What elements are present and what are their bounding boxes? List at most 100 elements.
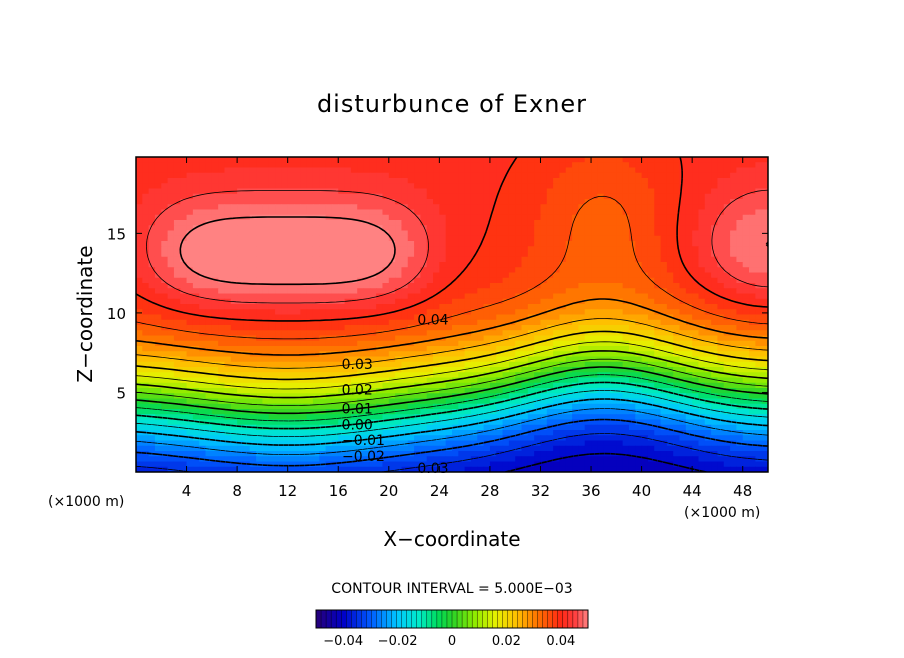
heatmap-cell [136, 403, 143, 410]
heatmap-cell [167, 193, 175, 200]
heatmap-cell [275, 267, 282, 274]
heatmap-cell [559, 277, 567, 284]
heatmap-cell [167, 393, 175, 400]
heatmap-cell [268, 356, 276, 363]
heatmap-cell [186, 277, 194, 284]
heatmap-cell [717, 204, 725, 211]
heatmap-cell [452, 272, 459, 279]
heatmap-cell [508, 172, 516, 179]
heatmap-cell [755, 220, 763, 226]
heatmap-cell [452, 220, 459, 226]
heatmap-cell [502, 325, 510, 331]
heatmap-cell [616, 367, 624, 373]
heatmap-cell [382, 340, 390, 347]
heatmap-cell [363, 403, 371, 410]
heatmap-cell [572, 183, 579, 190]
heatmap-cell [521, 172, 529, 179]
heatmap-cell [749, 309, 756, 316]
heatmap-cell [502, 351, 510, 358]
heatmap-cell [540, 288, 548, 295]
heatmap-cell [515, 188, 523, 195]
heatmap-cell [685, 172, 693, 179]
heatmap-cell [192, 330, 200, 337]
heatmap-cell [237, 393, 245, 400]
heatmap-cell [256, 188, 263, 195]
heatmap-cell [679, 346, 687, 352]
heatmap-cell [603, 230, 611, 237]
heatmap-cell [420, 225, 428, 232]
heatmap-cell [584, 262, 592, 268]
heatmap-cell [470, 356, 478, 363]
heatmap-cell [540, 335, 548, 342]
heatmap-cell [294, 230, 301, 237]
heatmap-cell [477, 414, 485, 421]
heatmap-cell [755, 178, 763, 184]
heatmap-cell [591, 199, 598, 205]
heatmap-cell [199, 325, 207, 331]
heatmap-cell [458, 246, 466, 253]
heatmap-cell [534, 314, 542, 321]
heatmap-cell [597, 372, 605, 379]
heatmap-cell [483, 256, 491, 263]
heatmap-cell [407, 167, 415, 174]
heatmap-cell [572, 351, 579, 358]
heatmap-cell [249, 398, 257, 405]
heatmap-cell [591, 398, 598, 405]
heatmap-cell [736, 351, 744, 358]
heatmap-cell [496, 382, 504, 389]
heatmap-cell [660, 193, 668, 200]
heatmap-cell [395, 246, 403, 253]
heatmap-cell [610, 172, 617, 179]
heatmap-cell [508, 214, 516, 221]
heatmap-cell [597, 388, 605, 394]
heatmap-cell [723, 172, 731, 179]
heatmap-cell [136, 377, 143, 384]
heatmap-cell [591, 235, 598, 242]
heatmap-cell [199, 256, 207, 263]
heatmap-cell [199, 225, 207, 232]
heatmap-cell [161, 298, 169, 305]
heatmap-cell [464, 403, 472, 410]
heatmap-cell [654, 361, 662, 368]
heatmap-cell [249, 288, 257, 295]
heatmap-cell [698, 335, 706, 342]
heatmap-cell [433, 325, 440, 331]
heatmap-cell [458, 204, 466, 211]
heatmap-cell [161, 377, 169, 384]
heatmap-cell [641, 293, 649, 300]
heatmap-cell [344, 209, 352, 216]
heatmap-cell [508, 403, 516, 410]
heatmap-cell [376, 340, 384, 347]
heatmap-cell [717, 214, 725, 221]
heatmap-cell [275, 340, 282, 347]
heatmap-cell [483, 162, 491, 169]
heatmap-cell [439, 361, 447, 368]
heatmap-cell [452, 346, 459, 352]
heatmap-cell [186, 325, 194, 331]
heatmap-cell [319, 172, 327, 179]
heatmap-cell [281, 388, 289, 394]
heatmap-cell [268, 199, 276, 205]
heatmap-cell [180, 214, 188, 221]
heatmap-cell [477, 314, 485, 321]
heatmap-cell [357, 304, 365, 310]
heatmap-cell [584, 377, 592, 384]
heatmap-cell [572, 304, 579, 310]
heatmap-cell [660, 325, 668, 331]
heatmap-cell [224, 251, 232, 258]
heatmap-cell [344, 220, 352, 226]
heatmap-cell [136, 204, 143, 211]
heatmap-cell [565, 267, 573, 274]
heatmap-cell [230, 325, 238, 331]
heatmap-cell [534, 403, 542, 410]
heatmap-cell [401, 220, 409, 226]
heatmap-cell [294, 393, 301, 400]
heatmap-cell [704, 304, 712, 310]
heatmap-cell [306, 372, 314, 379]
heatmap-cell [704, 183, 712, 190]
heatmap-cell [154, 220, 162, 226]
heatmap-cell [180, 199, 188, 205]
heatmap-cell [312, 220, 320, 226]
heatmap-cell [433, 262, 440, 268]
heatmap-cell [186, 157, 194, 163]
